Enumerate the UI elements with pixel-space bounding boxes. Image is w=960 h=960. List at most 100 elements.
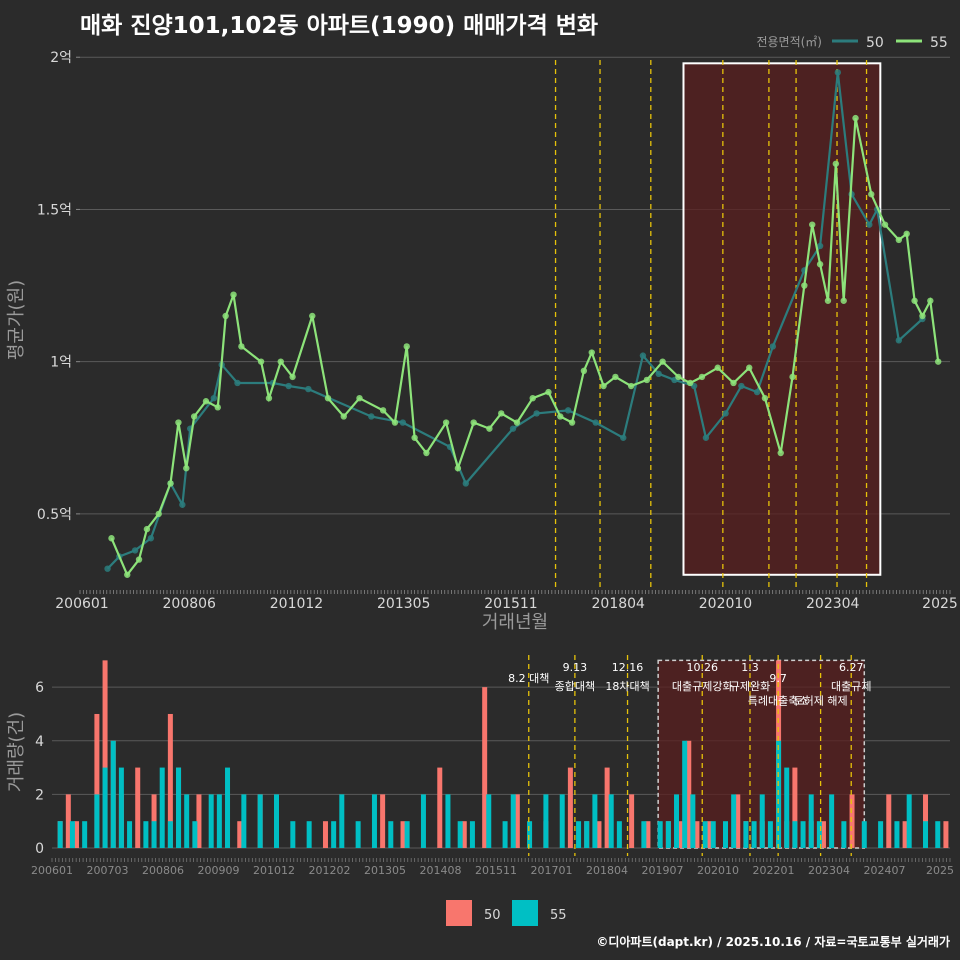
data-point-55 — [167, 480, 174, 487]
bar-50 — [482, 687, 488, 848]
bar-y-tick-label: 4 — [35, 734, 44, 750]
bar-55 — [290, 821, 296, 848]
bar-55 — [274, 794, 279, 848]
bar-55 — [151, 821, 157, 848]
data-point-55 — [714, 364, 721, 371]
data-point-50 — [368, 413, 375, 420]
footer-credit: ©디아파트(dapt.kr) / 2025.10.16 / 자료=국토교통부 실… — [596, 935, 950, 949]
bar-55 — [608, 794, 614, 848]
data-point-55 — [289, 373, 296, 381]
bar-x-tick-label: 202407 — [864, 864, 906, 877]
bar-55 — [829, 794, 835, 848]
bar-55 — [743, 821, 749, 848]
bar-55 — [331, 821, 337, 848]
bar-55 — [641, 821, 647, 848]
y-tick-label: 1.5억 — [37, 202, 72, 218]
data-point-50 — [179, 501, 186, 508]
y-axis-label: 평균가(원) — [6, 280, 27, 360]
bar-55 — [702, 821, 708, 848]
data-point-55 — [600, 382, 607, 390]
bar-55 — [388, 821, 394, 848]
bar-55 — [192, 821, 198, 848]
bar-55 — [792, 821, 798, 848]
data-point-55 — [391, 419, 399, 426]
data-point-55 — [568, 419, 576, 426]
data-point-50 — [753, 388, 761, 396]
bar-x-tick-label: 200806 — [142, 864, 184, 877]
bar-55 — [861, 821, 867, 848]
data-point-55 — [423, 449, 430, 457]
policy-name-label: 9.7 — [769, 672, 787, 685]
bar-50 — [645, 821, 651, 848]
bar-x-tick-label: 202304 — [808, 864, 850, 877]
bar-50 — [514, 794, 520, 848]
bar-55 — [657, 821, 663, 848]
bar-55 — [527, 821, 533, 848]
data-point-55 — [238, 343, 245, 350]
bar-55 — [216, 794, 222, 848]
bar-55 — [355, 821, 361, 848]
bar-55 — [184, 794, 190, 848]
data-point-55 — [643, 376, 651, 384]
data-point-55 — [442, 419, 450, 426]
data-point-55 — [816, 261, 824, 268]
data-point-55 — [761, 395, 769, 402]
bar-50 — [694, 821, 700, 848]
data-point-55 — [498, 410, 505, 417]
data-point-55 — [108, 535, 115, 542]
bar-55 — [339, 794, 345, 848]
bar-50 — [322, 821, 328, 848]
x-tick-label: 202010 — [699, 596, 752, 612]
data-point-50 — [131, 547, 139, 554]
y-tick-label: 0.5억 — [37, 507, 72, 523]
bar-x-tick-label: 200601 — [31, 864, 73, 877]
bar-y-axis-label: 거래량(건) — [6, 712, 27, 792]
bar-55 — [894, 821, 900, 848]
data-point-50 — [462, 480, 469, 487]
x-tick-label: 201305 — [377, 596, 430, 612]
bar-50 — [820, 821, 826, 848]
bar-55 — [306, 821, 312, 848]
x-axis-label: 거래년월 — [482, 612, 548, 633]
data-point-50 — [509, 425, 517, 432]
policy-name-label: 대출규제강화 — [672, 680, 733, 693]
data-point-50 — [592, 419, 599, 426]
bar-50 — [380, 794, 386, 848]
bar-55 — [486, 794, 492, 848]
bar-x-tick-label: 202201 — [753, 864, 795, 877]
bar-55 — [878, 821, 884, 848]
bar-50 — [902, 821, 908, 848]
bar-50 — [567, 767, 573, 848]
bar-y-tick-label: 6 — [35, 680, 44, 696]
series-line-55 — [110, 117, 940, 577]
bar-55 — [767, 821, 773, 848]
bar-50 — [94, 713, 100, 848]
policy-name-label: 규제완화 — [730, 680, 770, 693]
policy-name-label: 18차대책 — [605, 680, 649, 693]
data-point-50 — [564, 407, 572, 414]
data-point-55 — [801, 282, 808, 289]
bar-55 — [127, 821, 133, 848]
x-tick-label: 200806 — [163, 596, 217, 612]
data-point-55 — [183, 465, 190, 472]
data-point-50 — [104, 565, 111, 572]
bar-55 — [576, 821, 582, 848]
bar-55 — [257, 794, 263, 848]
policy-name-label: 특례대출축소 — [748, 695, 809, 708]
x-tick-label: 201804 — [592, 596, 646, 612]
bar-55 — [208, 794, 214, 848]
data-point-55 — [545, 388, 552, 396]
bar-x-tick-label: 201511 — [475, 864, 517, 877]
data-point-55 — [934, 358, 942, 365]
bar-50 — [943, 821, 949, 848]
policy-name-label: 종합대책 — [555, 680, 595, 693]
bar-55 — [759, 794, 765, 848]
bar-55 — [906, 794, 912, 848]
data-point-55 — [686, 379, 694, 387]
legend-title: 전용면적(㎡) — [756, 35, 822, 49]
bar-55 — [502, 821, 508, 848]
bar-50 — [65, 794, 71, 848]
bar-legend-label-50: 50 — [484, 908, 501, 923]
data-point-55 — [832, 160, 840, 167]
